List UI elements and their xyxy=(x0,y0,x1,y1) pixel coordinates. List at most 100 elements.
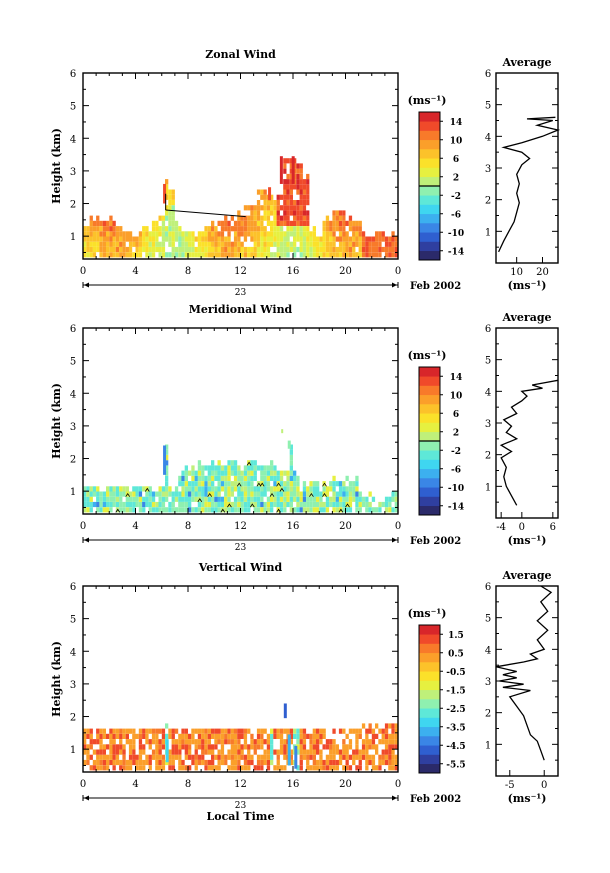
heatmap-cell xyxy=(106,754,110,760)
heatmap-cell xyxy=(299,173,303,180)
heatmap-cell xyxy=(322,501,326,508)
heatmap-cell xyxy=(174,496,179,502)
heatmap-cell xyxy=(138,759,143,766)
heatmap-cell xyxy=(279,205,284,211)
heatmap-cell xyxy=(138,252,143,258)
heatmap-cell xyxy=(214,236,218,242)
heatmap-cell xyxy=(263,189,267,195)
heatmap-cell xyxy=(243,744,248,750)
heatmap-cell xyxy=(181,246,185,253)
heatmap-cell xyxy=(155,501,159,508)
heatmap-cell xyxy=(316,491,320,497)
heatmap-cell xyxy=(207,465,211,471)
heatmap-cell xyxy=(174,728,179,734)
heatmap-cell xyxy=(214,231,218,237)
heatmap-cell xyxy=(279,252,284,258)
heatmap-cell xyxy=(125,501,129,508)
heatmap-cell xyxy=(325,215,330,221)
colorbar-tick-label: -2 xyxy=(451,447,461,457)
heatmap-cell xyxy=(378,754,382,760)
heatmap-cell xyxy=(237,496,241,502)
heatmap-cell xyxy=(299,184,303,190)
heatmap-cell xyxy=(240,754,244,760)
heatmap-cell xyxy=(145,491,149,497)
colorbar-segment xyxy=(419,213,440,224)
heatmap-cell xyxy=(378,765,382,771)
heatmap-cell xyxy=(158,744,162,750)
heatmap-cell xyxy=(296,168,300,174)
heatmap-cell xyxy=(161,739,166,745)
heatmap-cell xyxy=(316,241,320,247)
heatmap-cell xyxy=(158,226,162,232)
heatmap-cell xyxy=(361,739,366,745)
heatmap-cell xyxy=(358,507,362,513)
heatmap-cell xyxy=(266,220,271,226)
heatmap-cell xyxy=(240,733,244,739)
heatmap-cell xyxy=(125,765,129,771)
heatmap-cell xyxy=(89,220,93,226)
heatmap-cell xyxy=(276,475,280,481)
heatmap-cell xyxy=(240,231,244,237)
heatmap-cell xyxy=(338,226,343,232)
heatmap-cell xyxy=(122,501,126,508)
heatmap-cell xyxy=(338,252,343,258)
heatmap-cell xyxy=(204,465,208,471)
heatmap-cell xyxy=(253,246,257,253)
heatmap-cell xyxy=(378,241,382,247)
heatmap-cell xyxy=(125,733,129,739)
heatmap-cell xyxy=(325,507,330,513)
heatmap-cell xyxy=(197,236,202,242)
heatmap-cell xyxy=(128,231,133,237)
heatmap-cell xyxy=(217,486,221,492)
heatmap-cell xyxy=(135,759,139,766)
heatmap-cell xyxy=(237,754,241,760)
heatmap-cell xyxy=(112,246,116,253)
heatmap-cell xyxy=(188,496,192,502)
heatmap-cell xyxy=(263,200,267,206)
heatmap-cell xyxy=(106,759,110,766)
heatmap-cell xyxy=(233,744,238,750)
heatmap-cell xyxy=(161,226,166,232)
heatmap-cell xyxy=(224,246,228,253)
heatmap-cell xyxy=(194,749,198,755)
y-tick-label: 6 xyxy=(70,324,76,335)
heatmap-cell xyxy=(194,754,198,760)
heatmap-cell xyxy=(329,252,333,258)
heatmap-cell xyxy=(260,491,264,497)
heatmap-cell xyxy=(171,189,175,195)
average-x-tick-label: 20 xyxy=(536,267,549,278)
heatmap-cell xyxy=(142,759,146,766)
heatmap-cell xyxy=(250,496,254,502)
heatmap-cell xyxy=(384,507,389,513)
heatmap-cell xyxy=(355,739,359,745)
heatmap-cell xyxy=(286,205,290,211)
heatmap-cell xyxy=(197,486,202,492)
heatmap-cell xyxy=(191,236,195,242)
average-title: Average xyxy=(501,569,551,582)
heatmap-cell xyxy=(165,184,169,190)
heatmap-cell xyxy=(181,252,185,258)
heatmap-cell xyxy=(270,465,274,471)
heatmap-cell xyxy=(270,496,274,502)
heatmap-cell xyxy=(165,465,169,471)
heatmap-cell xyxy=(119,226,123,232)
heatmap-cell xyxy=(270,501,274,508)
heatmap-cell xyxy=(201,754,205,760)
heatmap-cell xyxy=(325,486,330,492)
heatmap-cell xyxy=(243,481,248,487)
heatmap-cell xyxy=(247,759,251,766)
heatmap-cell xyxy=(145,496,149,502)
heatmap-cell xyxy=(191,465,195,471)
heatmap-cell xyxy=(256,200,261,206)
heatmap-cell xyxy=(99,733,103,739)
heatmap-cell xyxy=(155,765,159,771)
heatmap-cell xyxy=(263,226,267,232)
heatmap-cell xyxy=(184,733,188,739)
heatmap-cell xyxy=(184,765,188,771)
heatmap-cell xyxy=(217,241,221,247)
heatmap-cell xyxy=(237,501,241,508)
heatmap-cell xyxy=(338,496,343,502)
heatmap-cell xyxy=(188,765,192,771)
heatmap-cell xyxy=(296,215,300,221)
heatmap-cell xyxy=(266,481,271,487)
